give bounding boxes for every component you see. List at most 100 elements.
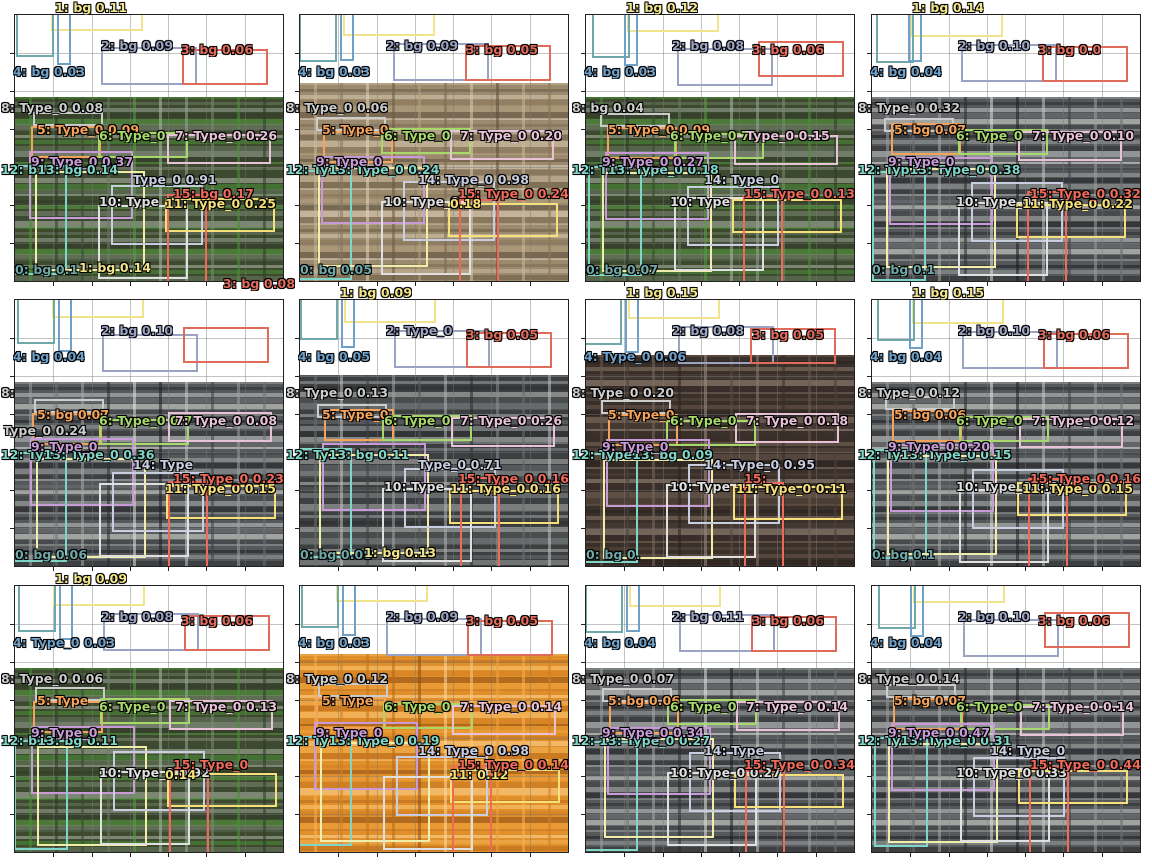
- axis-tick: [245, 567, 246, 571]
- axis-tick: [816, 853, 817, 857]
- photo-texture: [300, 403, 568, 410]
- bounding-box: [301, 586, 339, 628]
- photo-texture: [159, 97, 162, 281]
- axis-tick: [245, 853, 246, 857]
- gridline: [15, 814, 283, 815]
- gridline: [53, 300, 54, 566]
- gridline: [872, 776, 1140, 777]
- axis-tick: [581, 205, 585, 206]
- photo-texture: [300, 736, 568, 740]
- gridline: [415, 15, 416, 281]
- photo-texture: [872, 463, 1140, 468]
- photo-texture: [15, 474, 283, 481]
- bounding-box: [31, 126, 101, 158]
- photo-texture: [872, 782, 1140, 787]
- bounding-box: [743, 195, 783, 281]
- gridline: [586, 205, 854, 206]
- bounding-box: [603, 459, 713, 559]
- photo-texture: [185, 668, 188, 852]
- photo-texture: [15, 254, 283, 261]
- gridline: [300, 662, 568, 663]
- bounding-box: [688, 464, 780, 524]
- photo-texture: [300, 205, 568, 210]
- gridline: [206, 300, 207, 566]
- gridline: [586, 738, 854, 739]
- gridline: [872, 243, 1140, 244]
- axis-tick: [949, 282, 950, 286]
- photo-texture: [300, 689, 568, 691]
- photo-texture: [586, 717, 854, 722]
- photo-texture: [586, 167, 854, 170]
- bounding-box: [382, 415, 472, 441]
- photo-texture: [300, 499, 568, 505]
- axis-tick: [10, 129, 14, 130]
- axis-tick: [10, 167, 14, 168]
- bounding-box: [324, 409, 394, 441]
- photo-texture: [300, 170, 568, 175]
- axis-tick: [777, 567, 778, 571]
- axis-tick: [295, 338, 299, 339]
- bounding-box: [592, 15, 630, 58]
- gridline: [701, 586, 702, 852]
- bounding-box: [452, 705, 556, 735]
- photo-texture: [15, 124, 283, 131]
- bounding-box: [168, 481, 208, 566]
- bounding-box: [35, 171, 145, 271]
- bounding-box: [602, 172, 712, 272]
- photo-texture: [756, 97, 759, 281]
- photo-texture: [15, 409, 283, 416]
- photo-texture: [300, 724, 568, 726]
- axis-tick: [777, 282, 778, 286]
- bounding-box: [733, 486, 843, 520]
- bounding-box: [344, 300, 436, 323]
- photo-texture: [15, 184, 283, 190]
- axis-tick: [415, 282, 416, 286]
- bounding-box: [744, 482, 784, 566]
- gridline: [300, 205, 568, 206]
- photo-texture: [300, 805, 568, 809]
- photo-texture: [300, 666, 568, 670]
- axis-tick: [10, 624, 14, 625]
- detection-panel-5: 2: bg 0.10 4: bg 0.04 5: bg 0.07 8: 6: Type_…: [1, 299, 284, 571]
- photo-texture: [300, 660, 568, 663]
- photo-texture: [586, 479, 854, 483]
- photo-texture: [15, 479, 283, 481]
- gridline: [586, 129, 854, 130]
- bounding-box: [624, 15, 638, 66]
- bounding-box: [889, 157, 993, 225]
- photo-texture: [314, 83, 317, 281]
- axis-tick: [206, 567, 207, 571]
- photo-texture: [872, 695, 1140, 702]
- photo-texture: [300, 730, 568, 733]
- gridline: [300, 167, 568, 168]
- photo-texture: [392, 654, 395, 852]
- photo-texture: [15, 200, 283, 203]
- bounding-box: [963, 619, 1059, 657]
- bounding-box: [674, 133, 764, 159]
- photo-texture: [872, 442, 1140, 449]
- photo-texture: [15, 119, 283, 125]
- photo-texture: [15, 803, 283, 806]
- gridline: [300, 700, 568, 701]
- photo-texture: [1016, 382, 1019, 566]
- photo-texture: [586, 668, 854, 670]
- photo-texture: [872, 555, 1140, 559]
- photo-texture: [159, 382, 162, 566]
- axis-tick: [1025, 282, 1026, 286]
- photo-texture: [1016, 97, 1019, 281]
- axis-tick: [1063, 282, 1064, 286]
- photo-texture: [263, 382, 266, 566]
- photo-texture: [872, 490, 1140, 494]
- photo-texture: [872, 254, 1140, 261]
- axis-tick: [663, 567, 664, 571]
- photo-texture: [912, 97, 915, 281]
- bounding-box: [886, 684, 956, 698]
- photo-texture: [548, 83, 551, 281]
- bounding-box: [601, 400, 671, 414]
- gridline: [453, 300, 454, 566]
- photo-texture: [586, 249, 854, 255]
- gridline: [816, 300, 817, 566]
- photo-texture: [15, 820, 283, 826]
- photo-texture: [586, 684, 854, 689]
- photo-texture: [938, 382, 941, 566]
